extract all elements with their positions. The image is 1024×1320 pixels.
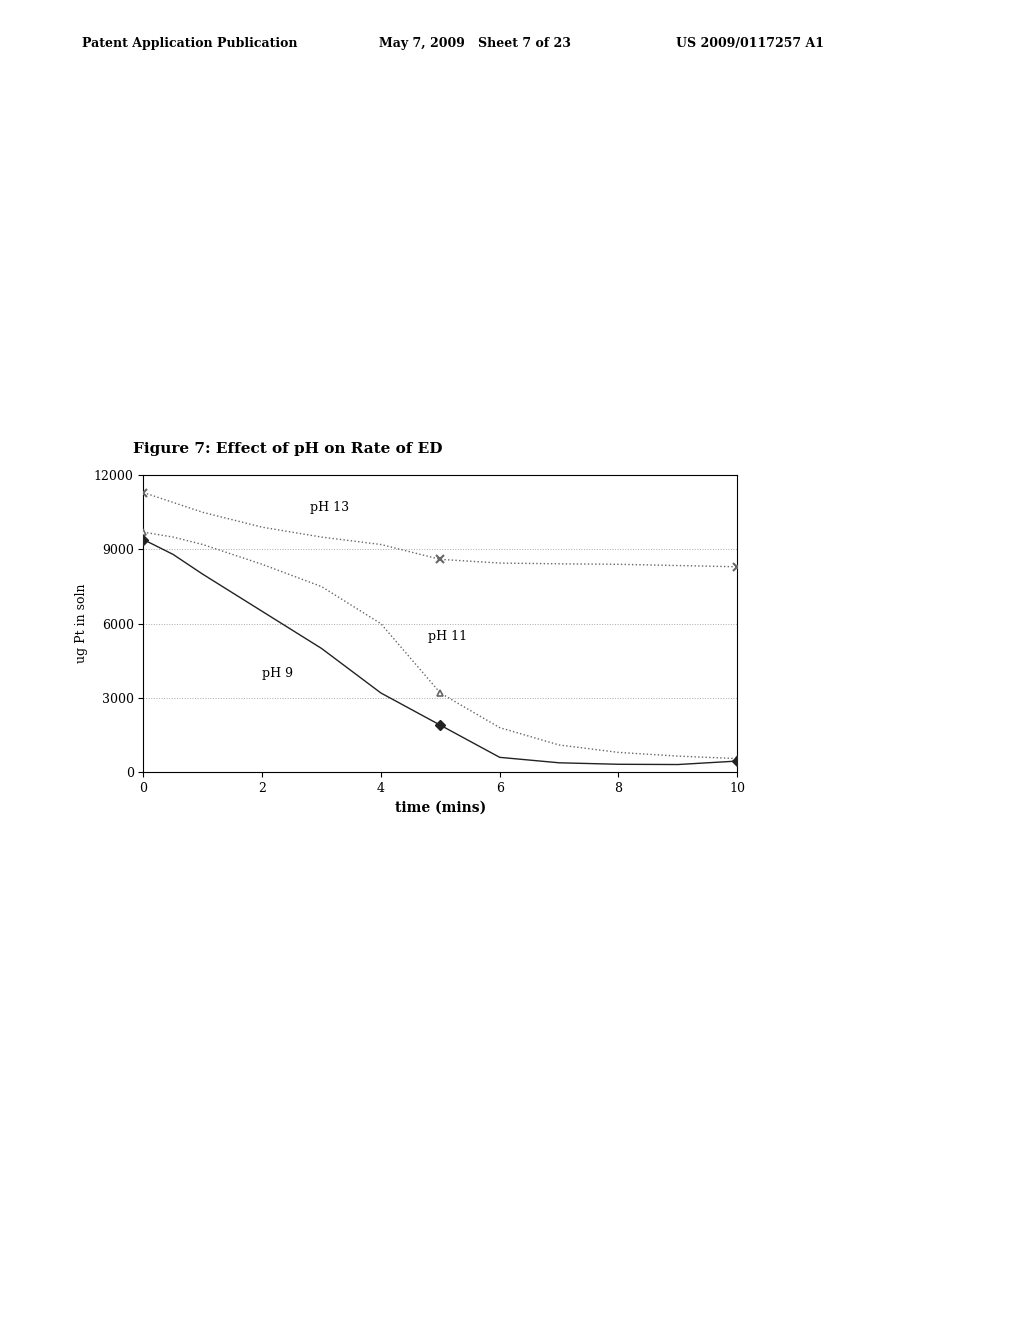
Text: pH 11: pH 11: [428, 630, 468, 643]
Y-axis label: ug Pt in soln: ug Pt in soln: [75, 583, 88, 664]
Text: pH 9: pH 9: [262, 667, 293, 680]
Text: US 2009/0117257 A1: US 2009/0117257 A1: [676, 37, 824, 50]
Text: Patent Application Publication: Patent Application Publication: [82, 37, 297, 50]
Text: Figure 7: Effect of pH on Rate of ED: Figure 7: Effect of pH on Rate of ED: [133, 442, 442, 457]
X-axis label: time (mins): time (mins): [394, 800, 486, 814]
Text: May 7, 2009   Sheet 7 of 23: May 7, 2009 Sheet 7 of 23: [379, 37, 570, 50]
Text: pH 13: pH 13: [309, 500, 349, 513]
